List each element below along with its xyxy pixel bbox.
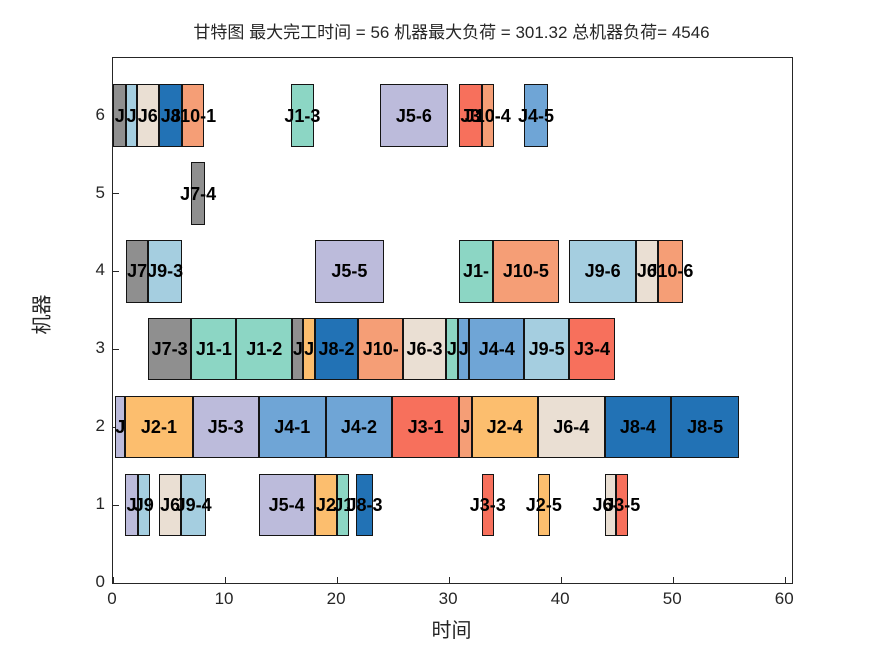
gantt-bar-j6-m1 bbox=[604, 473, 617, 537]
y-tick-mark bbox=[113, 582, 119, 584]
y-tick-mark bbox=[113, 193, 119, 195]
gantt-bar-j6-m2 bbox=[537, 396, 605, 459]
x-tick-label: 60 bbox=[774, 589, 794, 608]
x-axis-label: 时间 bbox=[431, 620, 472, 642]
y-tick-label: 0 bbox=[95, 572, 105, 591]
gantt-bar-j10-m6 bbox=[182, 84, 204, 147]
y-tick-label: 6 bbox=[95, 104, 105, 124]
gantt-bar-j8-m2 bbox=[670, 396, 740, 459]
y-tick-label: 4 bbox=[95, 260, 105, 280]
gantt-bar-j1-m3 bbox=[236, 318, 293, 381]
gantt-bar-j8-m3 bbox=[314, 318, 359, 381]
y-tick-label: 5 bbox=[95, 182, 105, 202]
x-tick-mark bbox=[336, 577, 338, 583]
gantt-bar-j2-m3 bbox=[303, 318, 315, 381]
gantt-bar-j4-m6 bbox=[524, 84, 548, 147]
gantt-bar-j6-m6 bbox=[136, 84, 159, 147]
gantt-bar-j5-m1 bbox=[125, 473, 138, 537]
gantt-bar-j9-m6 bbox=[126, 84, 137, 147]
gantt-bar-j4-m3 bbox=[469, 318, 525, 381]
gantt-bar-j7-m5 bbox=[191, 162, 205, 225]
gantt-bar-j7-m3 bbox=[147, 318, 192, 381]
gantt-bar-j2-m2 bbox=[125, 396, 193, 459]
gantt-bar-j8-m2 bbox=[604, 396, 671, 459]
x-tick-mark bbox=[448, 577, 450, 583]
x-tick-mark bbox=[672, 577, 674, 583]
gantt-bar-j3-m6 bbox=[459, 84, 482, 147]
y-tick-mark bbox=[113, 504, 119, 506]
gantt-bar-j7-m4 bbox=[126, 240, 148, 303]
gantt-bar-j1-m6 bbox=[291, 84, 314, 147]
gantt-bar-j7-m6 bbox=[113, 84, 127, 147]
x-tick-label: 40 bbox=[550, 589, 570, 608]
gantt-bar-j1-m3 bbox=[445, 318, 459, 381]
gantt-bar-j1-m4 bbox=[459, 240, 493, 303]
gantt-bar-j8-m1 bbox=[356, 473, 373, 537]
x-tick-label: 20 bbox=[326, 589, 346, 608]
gantt-bar-j3-m3 bbox=[569, 318, 615, 381]
x-tick-mark bbox=[784, 577, 786, 583]
plot-area: J J J6 J8 J10-1 J1-3 J5-6 J3 J10-4 J4-5 J7-4 J7 J9-3… bbox=[112, 57, 793, 584]
gantt-bar-j9-m1 bbox=[181, 473, 206, 537]
gantt-bar-j5-m4 bbox=[314, 240, 385, 303]
gantt-bar-j6-m4 bbox=[636, 240, 658, 303]
y-tick-mark bbox=[113, 270, 119, 272]
gantt-bar-j2-m1 bbox=[537, 473, 550, 537]
gantt-bar-j6-m3 bbox=[403, 318, 446, 381]
gantt-bar-j10-m2 bbox=[459, 396, 472, 459]
x-tick-mark bbox=[560, 577, 562, 583]
gantt-bar-j10-m4 bbox=[492, 240, 559, 303]
gantt-bar-j5-m1 bbox=[258, 473, 315, 537]
y-tick-mark bbox=[113, 348, 119, 350]
gantt-bar-j2-m2 bbox=[471, 396, 538, 459]
gantt-bar-j4-m2 bbox=[325, 396, 392, 459]
y-tick-label: 1 bbox=[95, 494, 105, 514]
gantt-bar-j5-m6 bbox=[379, 84, 448, 147]
gantt-bar-j2-m1 bbox=[314, 473, 338, 537]
gantt-bar-j10-m4 bbox=[657, 240, 684, 303]
x-tick-label: 50 bbox=[662, 589, 682, 608]
gantt-bar-j9-m3 bbox=[524, 318, 570, 381]
gantt-bar-j4-m2 bbox=[258, 396, 326, 459]
y-axis-label: 机器 bbox=[31, 294, 54, 335]
gantt-bar-j3-m2 bbox=[391, 396, 460, 459]
gantt-bar-j9-m4 bbox=[569, 240, 637, 303]
gantt-bar-j4-m3 bbox=[458, 318, 470, 381]
y-tick-label: 3 bbox=[95, 338, 105, 358]
chart-title: 甘特图 最大完工时间 = 56 机器最大负荷 = 301.32 总机器负荷= 4… bbox=[193, 23, 710, 42]
gantt-bar-j9-m1 bbox=[137, 473, 150, 537]
x-tick-mark bbox=[224, 577, 226, 583]
gantt-bar-j10-m6 bbox=[481, 84, 494, 147]
x-tick-label: 0 bbox=[107, 589, 117, 608]
x-tick-label: 10 bbox=[214, 589, 234, 608]
gantt-bar-j9-m4 bbox=[147, 240, 183, 303]
gantt-bar-j3-m1 bbox=[481, 473, 494, 537]
gantt-bar-j6-m1 bbox=[158, 473, 182, 537]
x-tick-mark bbox=[112, 577, 114, 583]
gantt-bar-j5-m2 bbox=[192, 396, 259, 459]
y-tick-label: 2 bbox=[95, 416, 105, 436]
gantt-bar-j10-m3 bbox=[358, 318, 404, 381]
gantt-bar-j1-m3 bbox=[191, 318, 237, 381]
gantt-bar-j1-m1 bbox=[337, 473, 350, 537]
gantt-bar-j7-m3 bbox=[292, 318, 304, 381]
gantt-bar-j8-m6 bbox=[158, 84, 183, 147]
x-tick-label: 30 bbox=[438, 589, 458, 608]
gantt-bar-j5-m2 bbox=[115, 396, 126, 459]
gantt-bar-j3-m1 bbox=[616, 473, 629, 537]
